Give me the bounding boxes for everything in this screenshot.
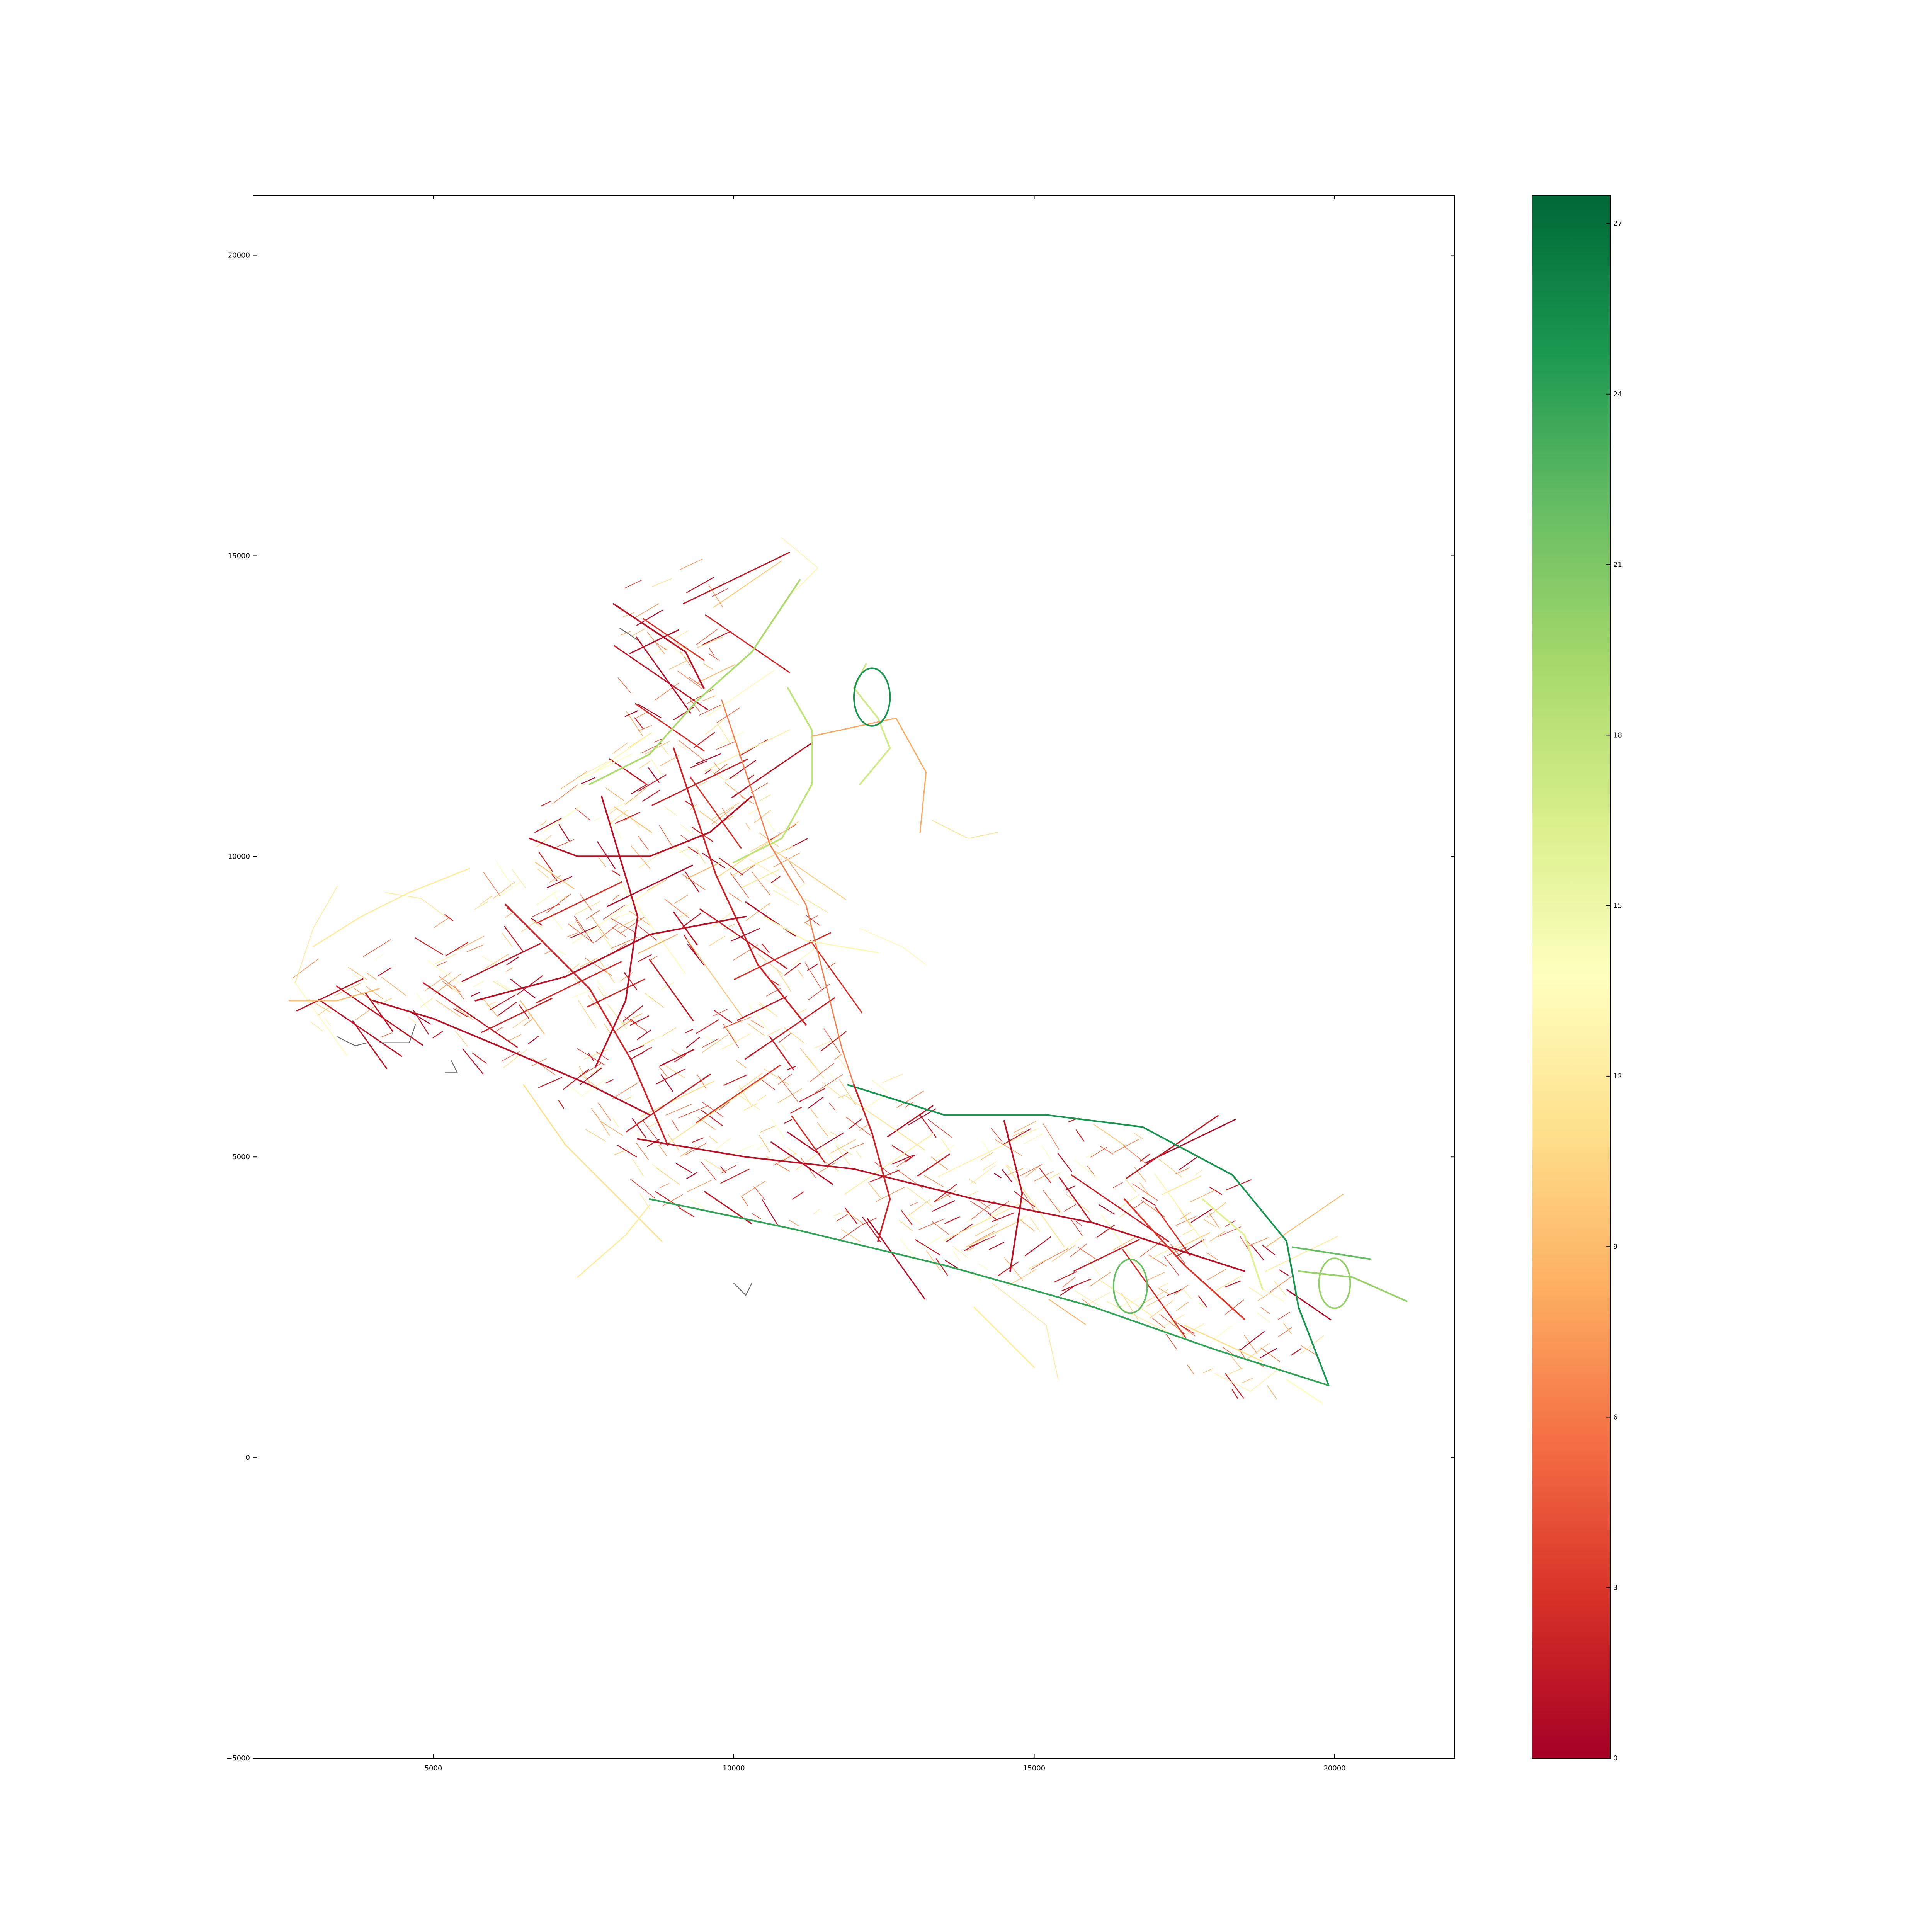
colorbar-tick-label: 27 xyxy=(1613,220,1622,228)
colorbar-tick-label: 21 xyxy=(1613,561,1622,569)
colorbar-tick-label: 12 xyxy=(1613,1072,1622,1080)
y-tick-label: 10000 xyxy=(228,852,250,861)
colorbar-tick-label: 9 xyxy=(1613,1243,1617,1251)
plot-frame xyxy=(253,195,1455,1758)
y-tick-label: 5000 xyxy=(232,1153,250,1161)
colorbar-tick-label: 6 xyxy=(1613,1413,1617,1421)
y-tick-label: −5000 xyxy=(226,1754,250,1762)
x-tick-label: 20000 xyxy=(1323,1764,1345,1772)
colorbar-tick-label: 15 xyxy=(1613,902,1622,910)
y-tick-label: 0 xyxy=(246,1454,250,1462)
colorbar-tick-label: 24 xyxy=(1613,390,1622,398)
colorbar-tick-label: 18 xyxy=(1613,731,1622,739)
y-tick-label: 20000 xyxy=(228,252,250,260)
y-tick-label: 15000 xyxy=(228,552,250,560)
x-tick-label: 10000 xyxy=(723,1764,745,1772)
colorbar-gradient xyxy=(1532,195,1610,1758)
map-plot-area: 5000 10000 15000 20000 −5000 0 5000 10000 15000… xyxy=(226,195,1455,1772)
colorbar-tick-label: 0 xyxy=(1613,1754,1617,1762)
x-tick-label: 5000 xyxy=(425,1764,442,1772)
x-tick-label: 15000 xyxy=(1023,1764,1045,1772)
colorbar-tick-label: 3 xyxy=(1613,1584,1617,1592)
colorbar: 0 3 6 9 12 15 18 21 24 27 xyxy=(1532,195,1622,1762)
